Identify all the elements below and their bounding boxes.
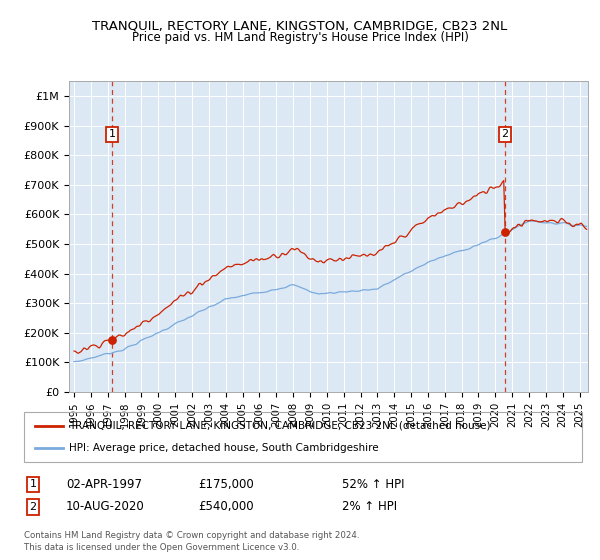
Text: 52% ↑ HPI: 52% ↑ HPI [342,478,404,491]
Text: 2% ↑ HPI: 2% ↑ HPI [342,500,397,514]
Text: HPI: Average price, detached house, South Cambridgeshire: HPI: Average price, detached house, Sout… [68,443,378,453]
Text: TRANQUIL, RECTORY LANE, KINGSTON, CAMBRIDGE, CB23 2NL (detached house): TRANQUIL, RECTORY LANE, KINGSTON, CAMBRI… [68,421,490,431]
Text: 2: 2 [502,129,509,139]
Point [107,335,117,344]
Text: Contains HM Land Registry data © Crown copyright and database right 2024.: Contains HM Land Registry data © Crown c… [24,531,359,540]
Text: This data is licensed under the Open Government Licence v3.0.: This data is licensed under the Open Gov… [24,543,299,552]
Text: 02-APR-1997: 02-APR-1997 [66,478,142,491]
Text: 2: 2 [29,502,37,512]
Text: 1: 1 [109,129,115,139]
Point [500,228,510,237]
Text: TRANQUIL, RECTORY LANE, KINGSTON, CAMBRIDGE, CB23 2NL: TRANQUIL, RECTORY LANE, KINGSTON, CAMBRI… [92,20,508,32]
Text: £175,000: £175,000 [198,478,254,491]
Text: Price paid vs. HM Land Registry's House Price Index (HPI): Price paid vs. HM Land Registry's House … [131,31,469,44]
Text: £540,000: £540,000 [198,500,254,514]
Text: 1: 1 [29,479,37,489]
Text: 10-AUG-2020: 10-AUG-2020 [66,500,145,514]
